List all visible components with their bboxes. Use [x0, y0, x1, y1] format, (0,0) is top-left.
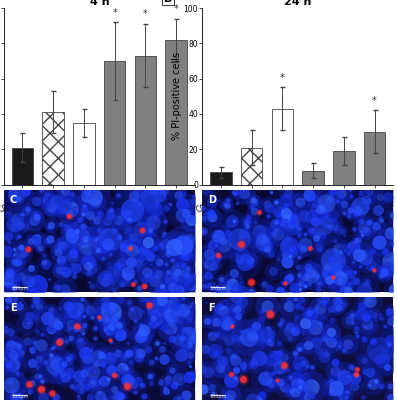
Text: 100μm: 100μm — [210, 286, 227, 291]
Bar — [12, 148, 33, 185]
Text: *: * — [174, 4, 179, 14]
Bar — [364, 132, 385, 185]
Text: *: * — [143, 10, 148, 20]
Bar — [241, 148, 262, 185]
Text: *: * — [372, 96, 377, 106]
Text: F: F — [208, 302, 215, 312]
Text: 100μm: 100μm — [12, 394, 29, 399]
Text: B: B — [164, 0, 172, 4]
Y-axis label: % PI-positive cells: % PI-positive cells — [172, 52, 182, 140]
Text: D: D — [208, 195, 216, 205]
Bar — [42, 112, 64, 185]
Text: 100μm: 100μm — [12, 286, 29, 291]
Title: 4 h: 4 h — [89, 0, 109, 7]
Text: *: * — [112, 8, 117, 18]
Bar — [333, 151, 355, 185]
Bar — [210, 172, 231, 185]
Bar — [166, 40, 187, 185]
Bar — [135, 56, 156, 185]
Text: E: E — [10, 302, 16, 312]
Text: C: C — [10, 195, 17, 205]
Bar — [73, 123, 95, 185]
Text: 100μm: 100μm — [210, 394, 227, 399]
Title: 24 h: 24 h — [284, 0, 311, 7]
Bar — [272, 109, 293, 185]
Bar — [104, 61, 125, 185]
Text: *: * — [280, 73, 285, 83]
Bar — [302, 170, 324, 185]
